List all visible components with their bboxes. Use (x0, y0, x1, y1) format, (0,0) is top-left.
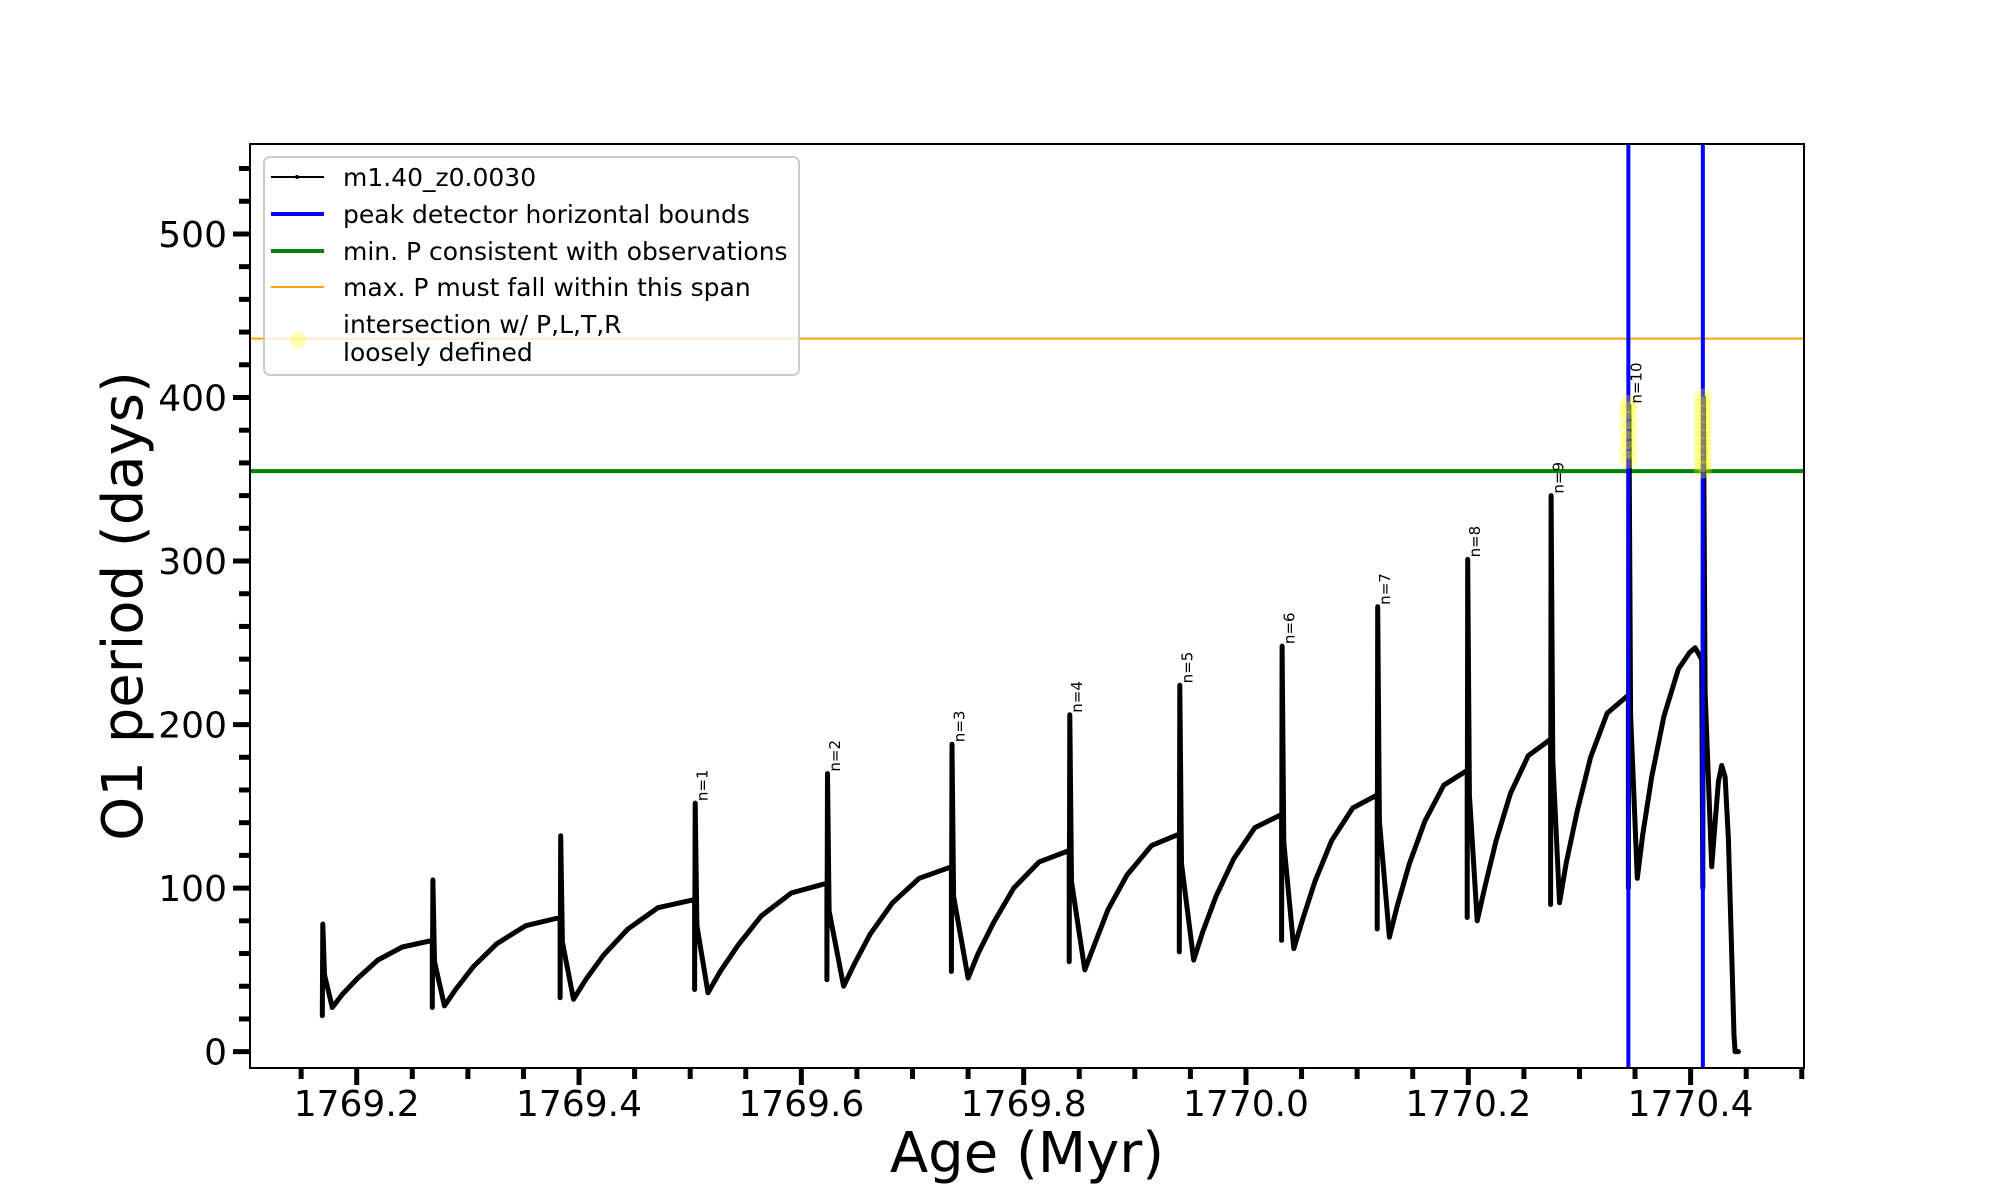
cycle-label-n4: n=4 (1068, 681, 1086, 713)
intersection-point (1693, 413, 1712, 432)
intersection-point (1693, 388, 1712, 407)
intersection-point (1619, 431, 1638, 450)
cycle-label-n7: n=7 (1376, 573, 1394, 605)
legend-item-intersection: intersection w/ P,L,T,R loosely defined (290, 310, 622, 367)
legend-label-line: intersection w/ P,L,T,R (343, 310, 622, 339)
cycle-label-n6: n=6 (1281, 612, 1299, 644)
intersection-point (1693, 445, 1712, 464)
cycle-label-n3: n=3 (950, 711, 968, 743)
legend-box (263, 156, 800, 376)
x-tick-label: 1770.0 (1183, 1084, 1309, 1125)
intersection-point (1619, 450, 1638, 469)
intersection-point (1619, 440, 1638, 459)
legend-label-model: m1.40_z0.0030 (343, 163, 536, 192)
cycle-label-n1: n=1 (694, 769, 712, 801)
axis-ticks: 0 100 200 300 400 500 1769.2 1769.4 1769.6 1769.8… (158, 166, 1805, 1125)
y-tick-label: 200 (158, 706, 227, 747)
legend-label-max-p: max. P must fall within this span (343, 273, 751, 302)
intersection-point (1619, 411, 1638, 430)
x-tick-label: 1770.4 (1628, 1084, 1754, 1125)
cycle-label-n5: n=5 (1178, 652, 1196, 684)
legend-item-min-p: min. P consistent with observations (271, 237, 788, 266)
intersection-point (1693, 404, 1712, 423)
x-tick-label: 1769.2 (294, 1084, 420, 1125)
intersection-point (1693, 453, 1712, 472)
legend-marker-model (295, 175, 299, 179)
intersection-point (1693, 421, 1712, 440)
legend-label-min-p: min. P consistent with observations (343, 237, 788, 266)
plot-area: n=1 n=2 n=3 n=4 n=5 n=6 n=7 n=8 n=9 n=10 (250, 144, 1804, 1068)
intersection-point (1619, 401, 1638, 420)
intersection-point (1619, 395, 1638, 414)
legend-item-max-p: max. P must fall within this span (271, 273, 751, 302)
legend-item-peak-bounds: peak detector horizontal bounds (271, 200, 750, 229)
y-tick-label: 100 (158, 869, 227, 910)
intersection-point (1693, 396, 1712, 415)
legend-item-model: m1.40_z0.0030 (271, 163, 536, 192)
y-tick-label: 400 (158, 378, 227, 419)
intersection-point (1693, 437, 1712, 456)
legend-label-line: loosely defined (343, 338, 533, 367)
cycle-label-n2: n=2 (826, 740, 844, 772)
y-tick-label: 300 (158, 542, 227, 583)
cycle-label-n9: n=9 (1550, 462, 1568, 494)
cycle-label-n10: n=10 (1627, 362, 1645, 403)
x-tick-label: 1769.8 (961, 1084, 1087, 1125)
x-axis-label: Age (Myr) (890, 1121, 1164, 1186)
legend-label-peak-bounds: peak detector horizontal bounds (343, 200, 750, 229)
intersection-point (1693, 460, 1712, 479)
legend-marker-intersection (290, 332, 306, 348)
x-tick-label: 1769.6 (738, 1084, 864, 1125)
legend-label-intersection: intersection w/ P,L,T,R loosely defined (343, 310, 622, 367)
y-tick-label: 0 (204, 1033, 227, 1074)
cycle-label-n8: n=8 (1466, 526, 1484, 558)
intersection-point (1619, 421, 1638, 440)
axes-frame (249, 143, 1805, 1069)
y-tick-label: 500 (158, 215, 227, 256)
x-tick-label: 1769.4 (516, 1084, 642, 1125)
y-axis-label: O1 period (days) (91, 371, 156, 841)
x-tick-label: 1770.2 (1405, 1084, 1531, 1125)
intersection-point (1693, 429, 1712, 448)
legend: m1.40_z0.0030 peak detector horizontal b… (263, 156, 800, 376)
plot-layer: n=1 n=2 n=3 n=4 n=5 n=6 n=7 n=8 n=9 n=10 (250, 144, 1804, 1068)
